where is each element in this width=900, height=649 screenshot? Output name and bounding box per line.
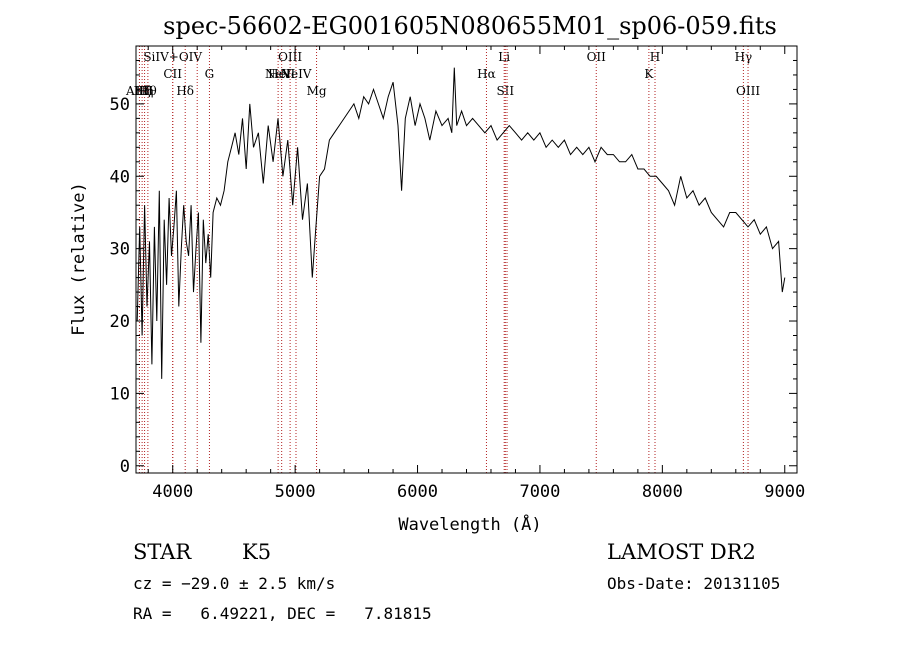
line-marker-label: SII [496,84,514,98]
y-tick-label: 50 [110,95,130,115]
x-axis-ticks: 4000 5000 6000 7000 8000 9000 [147,46,805,502]
line-marker-label: AlIII [125,84,153,98]
survey-label: LAMOST DR2 [607,540,756,564]
line-marker-label: Mg [307,84,327,98]
x-tick-label: 8000 [642,482,683,502]
coordinates-text: RA = 6.49221, DEC = 7.81815 [133,604,432,623]
x-tick-label: 9000 [764,482,805,502]
line-marker-label: Hθ [139,84,157,98]
y-tick-label: 10 [110,384,130,404]
line-marker-label: OIII [278,50,302,64]
x-tick-label: 4000 [152,482,193,502]
y-axis-label: Flux (relative) [69,182,89,336]
y-tick-label: 0 [120,457,130,477]
line-marker-label: NeV [265,67,292,81]
line-marker-label: Hα [477,67,496,81]
object-subclass: K5 [242,540,272,564]
x-tick-label: 5000 [275,482,316,502]
line-marker-label: NeIV [280,67,311,81]
y-tick-label: 20 [110,312,130,332]
line-marker-label: HeII [268,67,295,81]
line-marker-label: OII [587,50,607,64]
line-marker-label: Li [498,50,510,64]
line-marker-label: Hζ [134,84,151,98]
line-marker-label: Hγ [735,50,753,64]
line-marker-label: G [205,67,215,81]
redshift-text: cz = −29.0 ± 2.5 km/s [133,574,336,593]
chart-title: spec-56602-EG001605N080655M01_sp06-059.f… [163,12,777,40]
x-tick-label: 7000 [519,482,560,502]
line-marker-label: K [644,67,654,81]
y-tick-label: 30 [110,240,130,260]
y-axis-ticks: 0 10 20 30 40 50 [110,59,797,477]
line-marker-label: Hδ [176,84,194,98]
line-marker-label: H [650,50,660,64]
object-class: STAR [133,540,192,564]
line-marker-label: Hη [136,84,154,98]
y-tick-label: 40 [110,167,130,187]
line-marker-label: SiIV+OIV [143,50,202,64]
obs-date-text: Obs-Date: 20131105 [607,574,781,593]
plot-frame [135,45,798,474]
x-tick-label: 6000 [397,482,438,502]
spectrum-line [136,67,786,379]
line-marker-label: OIII [736,84,760,98]
x-axis-label: Wavelength (Å) [398,513,541,535]
spectrum-chart: spec-56602-EG001605N080655M01_sp06-059.f… [69,12,805,535]
line-marker-label: CII [163,67,182,81]
